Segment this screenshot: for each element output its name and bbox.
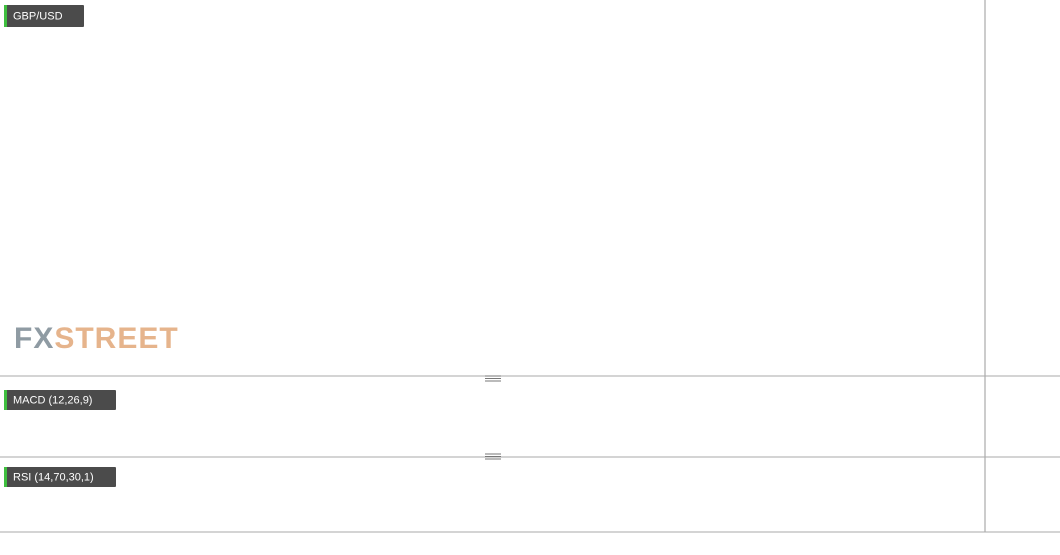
- legend-title: GBP/USD: [13, 10, 63, 22]
- main-legend[interactable]: GBP/USD: [4, 5, 84, 27]
- watermark: FXSTREET: [14, 322, 179, 355]
- macd-legend[interactable]: MACD (12,26,9): [4, 390, 116, 410]
- drag-handle[interactable]: [485, 453, 501, 460]
- drag-handle[interactable]: [485, 375, 501, 382]
- legend-title: MACD (12,26,9): [13, 394, 92, 406]
- rsi-legend[interactable]: RSI (14,70,30,1): [4, 467, 116, 487]
- legend-title: RSI (14,70,30,1): [13, 471, 94, 483]
- watermark-street: STREET: [54, 322, 178, 355]
- watermark-fx: FX: [14, 322, 54, 355]
